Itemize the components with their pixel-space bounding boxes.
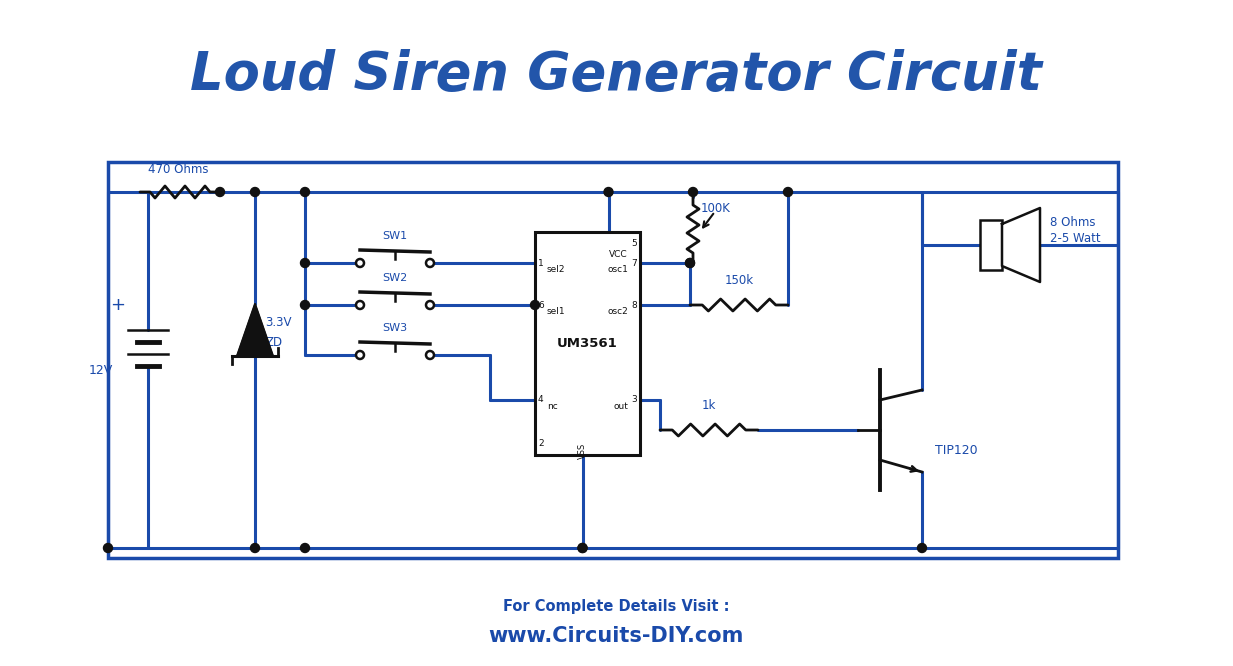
Text: out: out xyxy=(613,402,628,411)
Bar xyxy=(109,162,1118,558)
Circle shape xyxy=(783,188,793,196)
Text: VSS: VSS xyxy=(578,443,587,460)
Text: 4: 4 xyxy=(538,396,544,404)
Text: 100K: 100K xyxy=(702,202,731,215)
Text: 150k: 150k xyxy=(725,274,753,287)
Text: Loud Siren Generator Circuit: Loud Siren Generator Circuit xyxy=(190,49,1042,101)
Polygon shape xyxy=(1002,208,1039,282)
Circle shape xyxy=(301,300,309,310)
Text: osc2: osc2 xyxy=(607,307,628,316)
Text: UM3561: UM3561 xyxy=(557,337,618,350)
Text: 3: 3 xyxy=(631,396,637,404)
Circle shape xyxy=(301,258,309,268)
Text: nc: nc xyxy=(547,402,557,411)
Text: SW2: SW2 xyxy=(382,273,408,283)
Text: 3.3V: 3.3V xyxy=(265,316,291,328)
Text: sel2: sel2 xyxy=(547,265,566,274)
Text: 5: 5 xyxy=(631,240,637,248)
Circle shape xyxy=(578,543,587,553)
Text: 6: 6 xyxy=(538,300,544,310)
Text: VCC: VCC xyxy=(609,250,628,259)
Text: 2: 2 xyxy=(538,438,544,448)
Text: +: + xyxy=(111,296,126,314)
Circle shape xyxy=(686,258,694,268)
Text: TIP120: TIP120 xyxy=(935,444,978,456)
Circle shape xyxy=(216,188,224,196)
Text: 470 Ohms: 470 Ohms xyxy=(148,163,208,176)
Circle shape xyxy=(688,188,698,196)
Text: ZD: ZD xyxy=(265,336,282,348)
Bar xyxy=(535,232,640,455)
Text: 8: 8 xyxy=(631,300,637,310)
Circle shape xyxy=(356,259,364,267)
Text: SW3: SW3 xyxy=(382,323,408,333)
Text: 7: 7 xyxy=(631,258,637,268)
Text: 1k: 1k xyxy=(702,399,716,412)
Circle shape xyxy=(425,351,434,359)
Circle shape xyxy=(301,188,309,196)
Circle shape xyxy=(686,258,694,268)
Text: 1: 1 xyxy=(538,258,544,268)
Text: www.Circuits-DIY.com: www.Circuits-DIY.com xyxy=(488,626,743,646)
Text: 8 Ohms: 8 Ohms xyxy=(1051,216,1095,228)
Circle shape xyxy=(356,351,364,359)
Circle shape xyxy=(917,543,926,553)
Circle shape xyxy=(425,259,434,267)
Circle shape xyxy=(104,543,112,553)
Text: For Complete Details Visit :: For Complete Details Visit : xyxy=(503,599,729,615)
Circle shape xyxy=(356,301,364,309)
Circle shape xyxy=(604,188,613,196)
Text: 12V: 12V xyxy=(89,364,113,376)
Circle shape xyxy=(578,543,587,553)
Circle shape xyxy=(301,543,309,553)
Text: osc1: osc1 xyxy=(607,265,628,274)
Text: SW1: SW1 xyxy=(382,231,408,241)
Circle shape xyxy=(250,543,259,553)
Text: 2-5 Watt: 2-5 Watt xyxy=(1051,232,1101,244)
Text: sel1: sel1 xyxy=(547,307,566,316)
Circle shape xyxy=(530,300,540,310)
Polygon shape xyxy=(237,304,272,356)
Circle shape xyxy=(250,188,259,196)
Bar xyxy=(980,220,1002,270)
Circle shape xyxy=(425,301,434,309)
